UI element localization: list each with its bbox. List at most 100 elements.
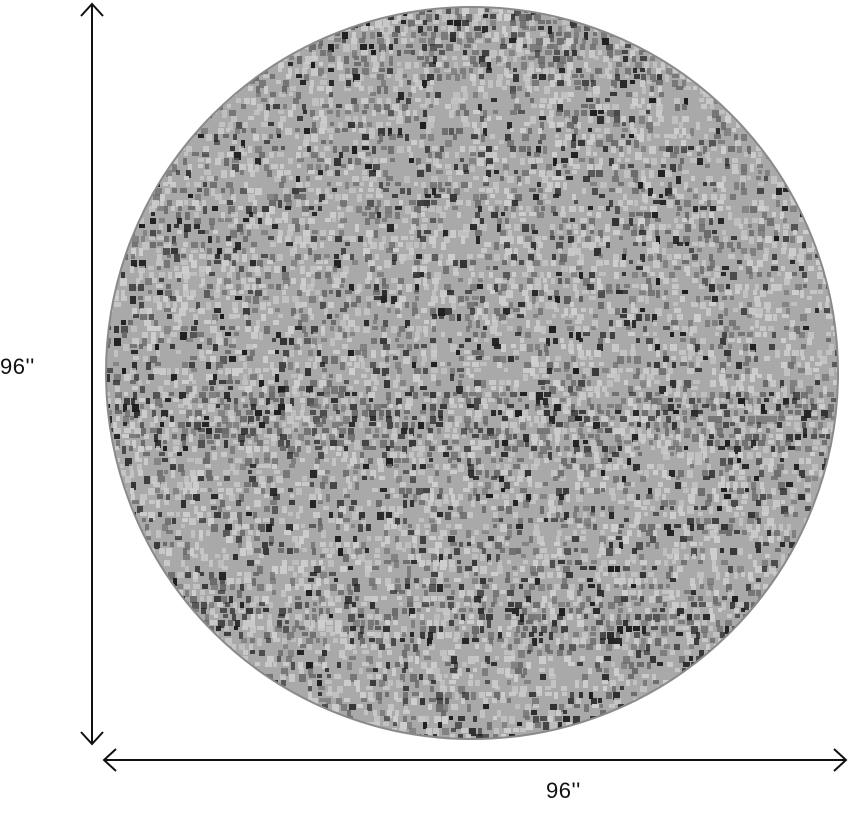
rug-weave-mark [667, 200, 673, 208]
rug-weave-mark [328, 44, 334, 52]
rug-weave-mark [409, 200, 416, 205]
rug-weave-mark [370, 446, 376, 450]
rug-weave-mark [656, 278, 660, 285]
rug-weave-mark [381, 50, 385, 56]
rug-weave-mark [637, 134, 644, 142]
rug-weave-mark [377, 200, 381, 207]
rug-weave-mark [284, 194, 291, 202]
rug-weave-mark [635, 152, 642, 160]
rug-weave-mark [683, 392, 687, 399]
rug-weave-mark [681, 356, 687, 363]
rug-weave-mark [606, 242, 610, 248]
rug-weave-mark [169, 14, 173, 18]
rug-weave-mark [836, 314, 838, 318]
rug-weave-mark [659, 386, 666, 394]
rug-weave-mark [369, 212, 375, 219]
rug-weave-mark [143, 170, 147, 178]
rug-weave-mark [424, 68, 429, 74]
rug-weave-mark [263, 368, 269, 372]
rug-weave-mark [352, 416, 357, 422]
rug-weave-mark [774, 236, 779, 241]
rug-weave-mark [214, 416, 221, 423]
rug-weave-mark [106, 20, 110, 26]
rug-weave-mark [165, 398, 171, 402]
rug-weave-mark [106, 254, 111, 260]
rug-weave-mark [255, 158, 261, 165]
rug-weave-mark [171, 374, 177, 381]
rug-weave-mark [144, 458, 148, 465]
rug-weave-mark [731, 386, 737, 394]
rug-weave-mark [569, 158, 573, 166]
rug-weave-mark [181, 44, 185, 51]
rug-weave-mark [721, 56, 726, 64]
rug-weave-mark [348, 122, 355, 128]
rug-weave-mark [828, 404, 834, 412]
rug-weave-mark [807, 218, 814, 223]
rug-weave-mark [562, 44, 569, 51]
rug-weave-mark [294, 194, 301, 199]
rug-weave-mark [638, 218, 645, 226]
rug-weave-mark [497, 74, 503, 80]
rug-weave-mark [222, 434, 229, 438]
rug-weave-mark [834, 206, 838, 214]
rug-weave-mark [716, 74, 721, 80]
rug-weave-mark [315, 290, 320, 295]
rug-weave-mark [417, 56, 424, 60]
rug-weave-mark [708, 416, 715, 422]
rug-weave-mark [188, 206, 195, 210]
rug-weave-mark [547, 182, 553, 188]
rug-weave-mark [189, 308, 195, 312]
rug-weave-mark [230, 266, 235, 272]
rug-weave-mark [811, 104, 815, 110]
rug-weave-mark [306, 290, 310, 296]
rug-weave-mark [225, 62, 229, 70]
rug-weave-mark [691, 386, 698, 390]
rug-weave-mark [366, 404, 371, 411]
rug-weave-mark [539, 104, 545, 108]
rug-weave-mark [782, 164, 787, 170]
rug-weave-mark [206, 374, 213, 381]
rug-weave-mark [395, 8, 401, 13]
rug-weave-mark [736, 380, 743, 387]
rug-weave-mark [293, 392, 300, 397]
rug-weave-mark [312, 32, 319, 40]
rug-weave-mark [427, 434, 433, 441]
rug-weave-mark [523, 374, 528, 381]
rug-weave-mark [462, 20, 469, 26]
rug-weave-mark [359, 188, 363, 192]
rug-weave-mark [179, 26, 184, 30]
rug-weave-mark [218, 152, 224, 159]
rug-weave-mark [478, 278, 483, 282]
rug-weave-mark [141, 440, 145, 447]
rug-weave-mark [372, 326, 378, 330]
rug-weave-mark [385, 206, 392, 213]
rug-weave-mark [320, 152, 325, 159]
rug-weave-mark [139, 398, 145, 402]
rug-weave-mark [265, 14, 271, 21]
rug-weave-mark [396, 374, 400, 382]
rug-weave-mark [285, 128, 292, 135]
rug-weave-mark [347, 338, 352, 342]
rug-weave-mark [494, 284, 498, 292]
rug-weave-mark [838, 356, 843, 360]
rug-weave-mark [408, 434, 413, 439]
rug-weave-mark [143, 356, 148, 362]
rug-weave-mark [801, 416, 807, 421]
rug-weave-mark [410, 236, 414, 240]
rug-weave-mark [507, 44, 512, 48]
rug-weave-mark [352, 452, 356, 460]
rug-weave-mark [725, 290, 732, 295]
rug-weave-mark [308, 308, 312, 315]
rug-weave-mark [310, 266, 317, 274]
rug-weave-mark [577, 398, 581, 406]
rug-weave-mark [810, 452, 815, 456]
rug-weave-mark [364, 104, 369, 109]
rug-weave-mark [603, 146, 608, 152]
rug-weave-mark [702, 278, 708, 286]
rug-weave-mark [623, 290, 628, 294]
rug-weave-mark [160, 38, 165, 43]
rug-weave-mark [767, 290, 773, 294]
rug-weave-mark [799, 332, 805, 338]
rug-weave-mark [775, 104, 779, 108]
rug-weave-mark [728, 344, 732, 349]
